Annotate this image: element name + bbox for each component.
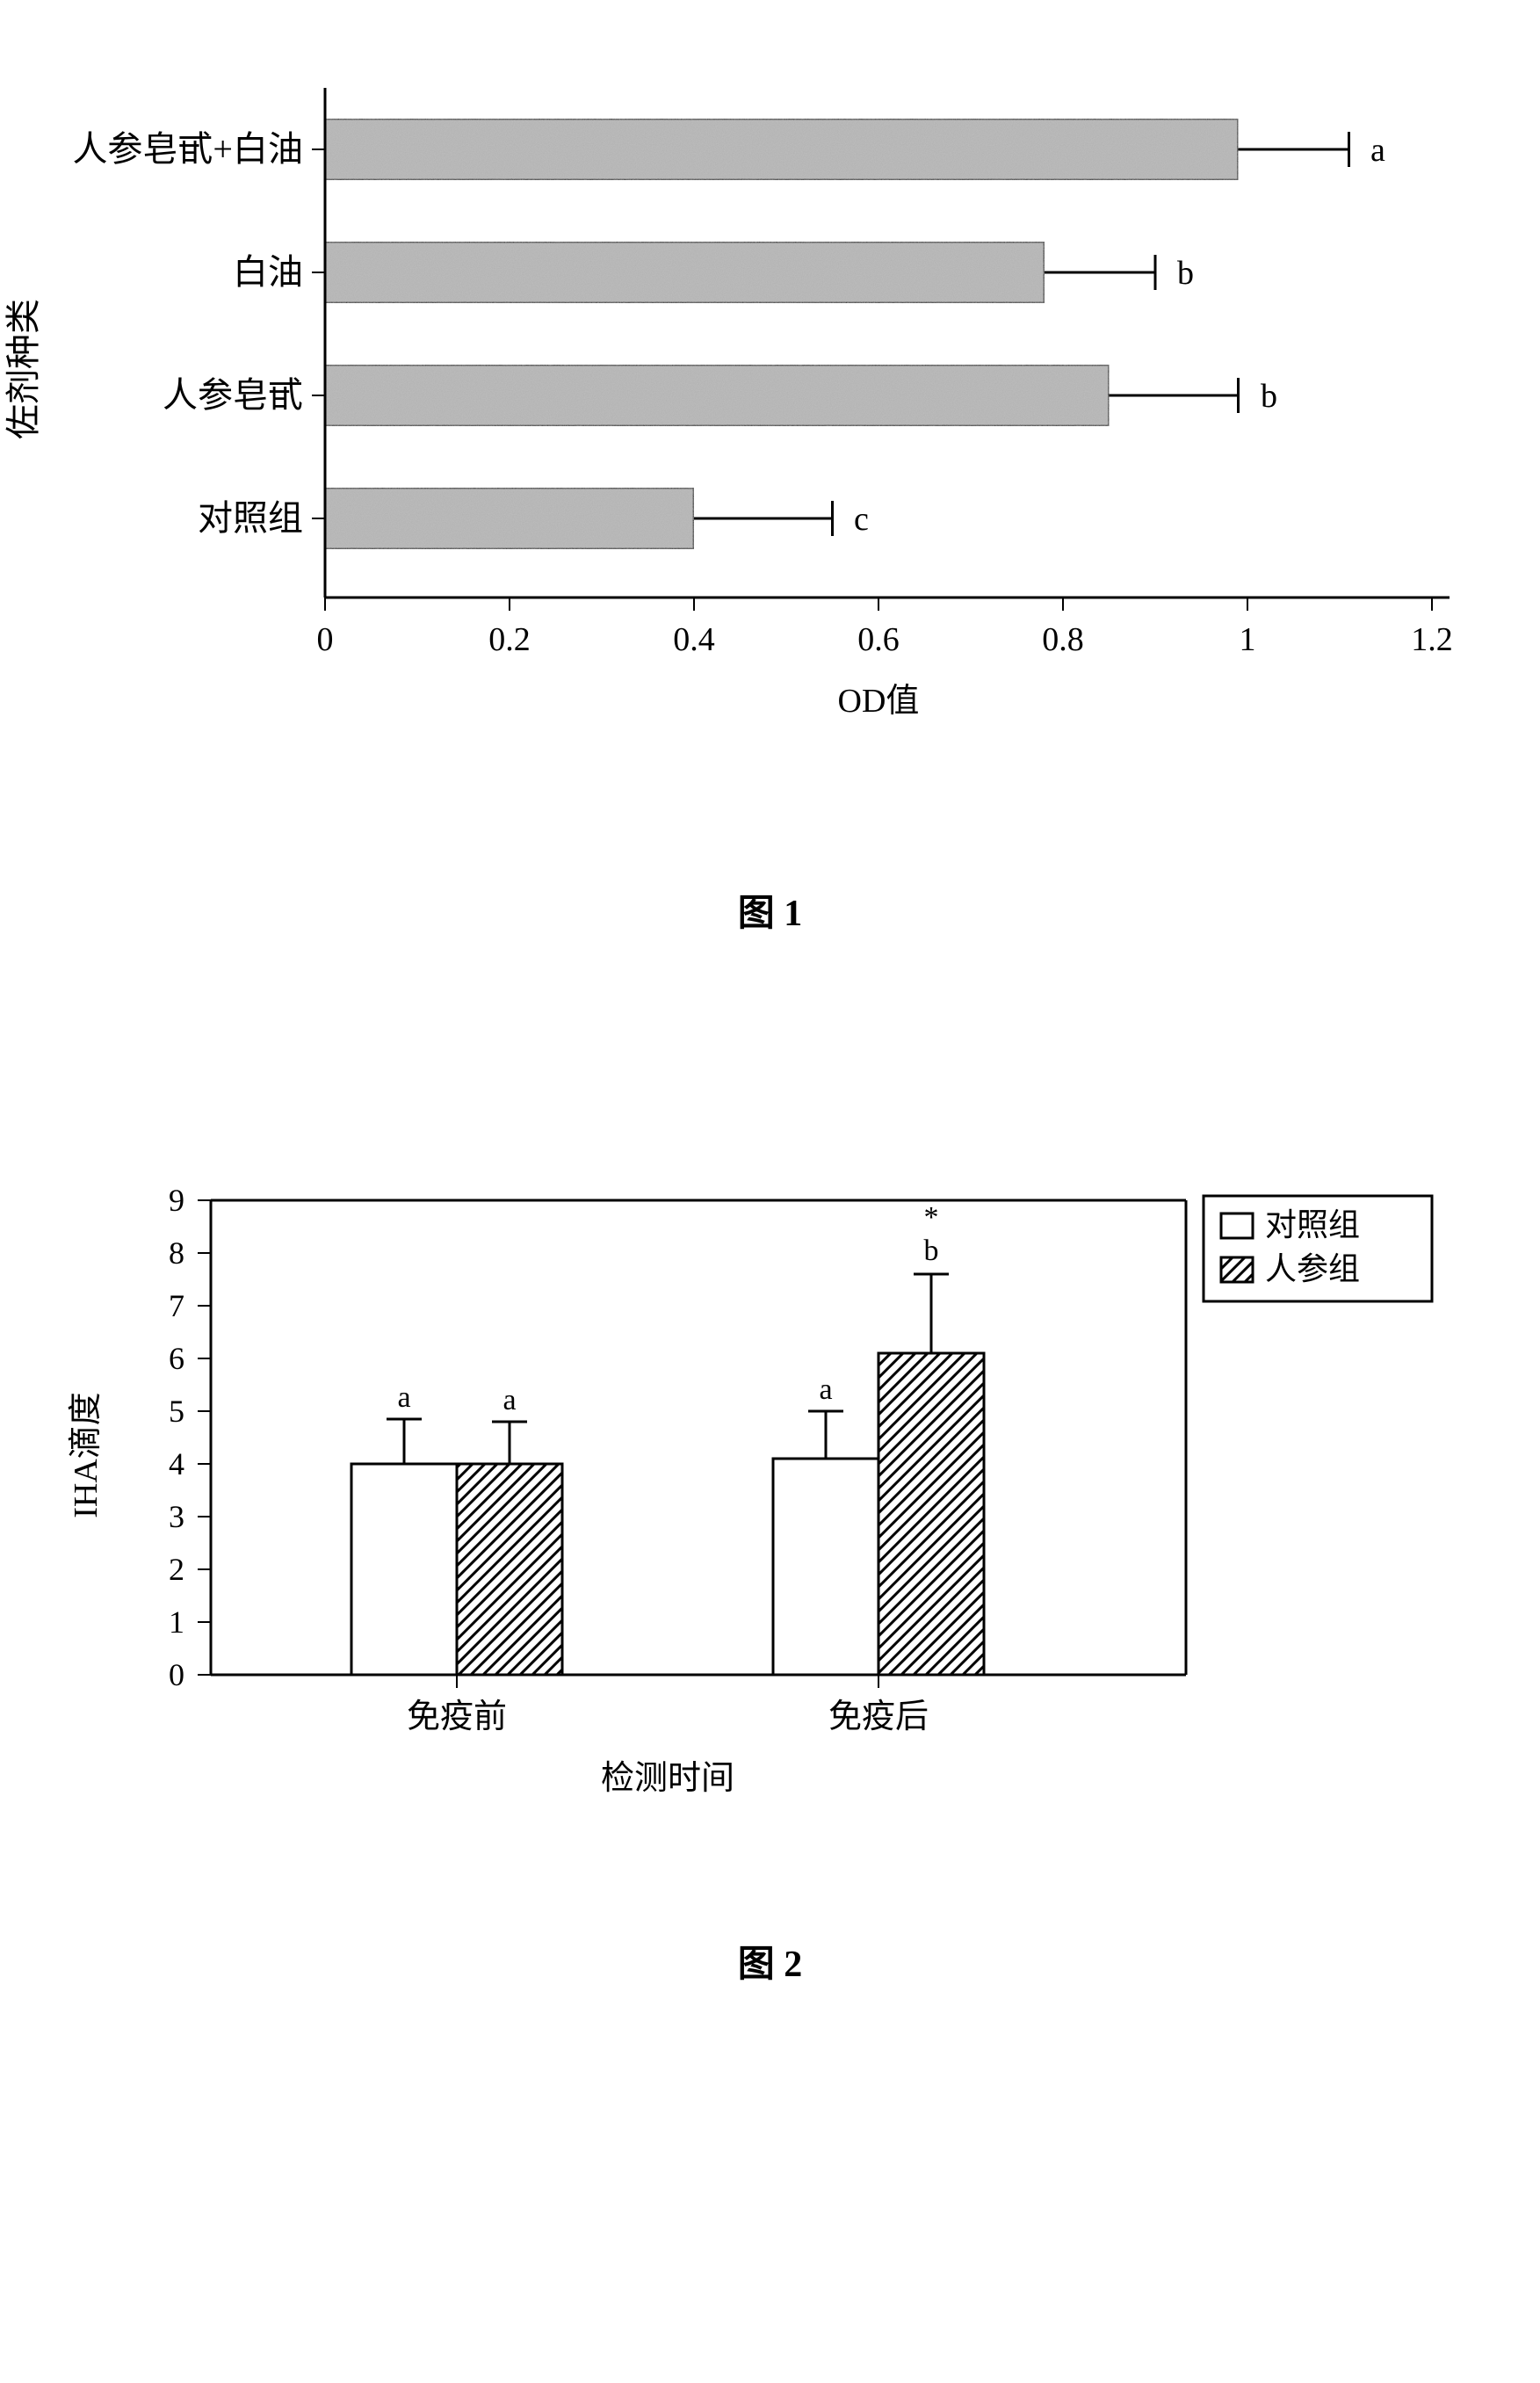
c1-xtick-2: 0.4 [673,621,715,658]
c1-xtick-4: 0.8 [1042,621,1084,658]
chart1-bar-3 [325,488,694,549]
legend-swatch-0 [1221,1213,1253,1238]
c2-yt-0: 0 [169,1657,184,1692]
chart-1-svg: 佐剂种类 人参皂甙+白油 a 白油 b 人参皂甙 b 对照组 [0,35,1540,826]
chart1-caption: 图 1 [0,883,1540,937]
chart1-cat-0: 人参皂甙+白油 [72,129,303,169]
chart1-sig-3: c [854,501,869,538]
c2-yt-2: 2 [169,1552,184,1587]
c2-yt-7: 7 [169,1288,184,1323]
c1-xtick-3: 0.6 [857,621,900,658]
c1-xtick-6: 1.2 [1411,621,1453,658]
legend-label-1: 人参组 [1265,1251,1360,1286]
chart1-sig-2: b [1261,378,1277,415]
chart-1: 佐剂种类 人参皂甙+白油 a 白油 b 人参皂甙 b 对照组 [0,0,1540,937]
chart2-caption: 图 2 [0,1934,1540,1988]
c2-g0-s1-sig: a [502,1384,516,1416]
chart-2-svg: IHA滴度 0 1 2 3 4 5 6 7 8 9 [0,1112,1540,1877]
chart1-cat-2: 人参皂甙 [163,375,303,415]
c2-gl-0: 免疫前 [407,1699,507,1735]
chart1-xlabel: OD值 [838,683,920,720]
chart-2: IHA滴度 0 1 2 3 4 5 6 7 8 9 [0,1112,1540,1988]
c2-yt-3: 3 [169,1499,184,1534]
c2-g1-s1-bar [878,1353,984,1675]
chart1-sig-1: b [1177,255,1194,292]
chart1-bar-0 [325,119,1239,180]
c2-yt-4: 4 [169,1446,184,1481]
c2-g0-s0-bar [351,1464,457,1675]
c1-xtick-1: 0.2 [488,621,531,658]
c1-xtick-5: 1 [1240,621,1256,658]
c2-g1-s0-sig: a [819,1373,832,1406]
legend-swatch-1 [1221,1257,1253,1282]
chart2-ylabel: IHA滴度 [68,1392,105,1518]
chart1-cat-1: 白油 [233,252,303,292]
c2-yt-8: 8 [169,1235,184,1271]
c2-yt-9: 9 [169,1183,184,1218]
chart1-sig-0: a [1370,132,1385,169]
chart2-xlabel: 检测时间 [601,1760,734,1797]
c2-yt-1: 1 [169,1604,184,1640]
c2-g1-s1-sig-star: * [924,1201,939,1234]
c1-xtick-0: 0 [317,621,334,658]
c2-gl-1: 免疫后 [828,1699,929,1735]
chart1-bar-2 [325,365,1110,426]
legend-label-0: 对照组 [1265,1207,1360,1242]
c2-g1-s0-bar [773,1459,878,1675]
c2-g1-s1-sig-b: b [924,1235,939,1267]
chart1-cat-3: 对照组 [198,498,303,538]
chart1-ylabel: 佐剂种类 [4,299,43,439]
c2-yt-5: 5 [169,1394,184,1429]
chart1-bar-1 [325,242,1045,303]
c2-g0-s1-bar [457,1464,562,1675]
c2-yt-6: 6 [169,1341,184,1376]
c2-g0-s0-sig: a [397,1381,410,1414]
